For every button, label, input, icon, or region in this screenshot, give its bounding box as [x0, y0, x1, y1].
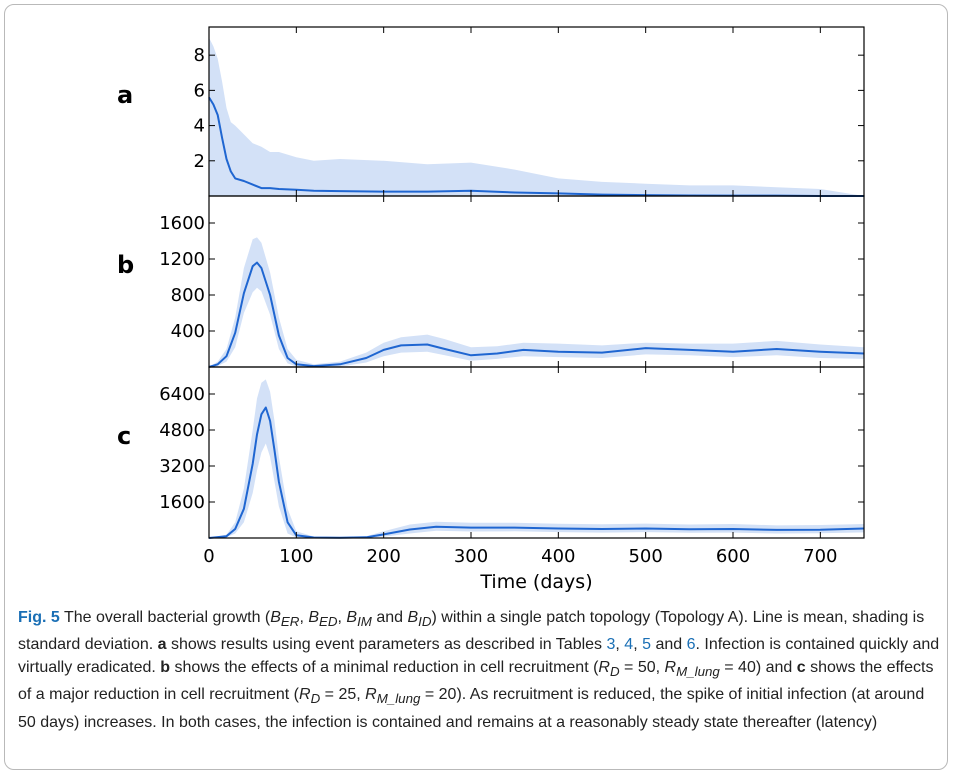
- figure-chart: 2 4 6 8 a 400 800 1200 1600 b 1600 3200 4800 6400 c 0 10…: [117, 26, 865, 593]
- ytick-label: 1600: [159, 213, 205, 234]
- xtick-label: 0: [203, 546, 214, 567]
- xtick-label: 500: [628, 546, 662, 567]
- ytick-label: 2: [194, 151, 205, 172]
- ytick-label: 1600: [159, 492, 205, 513]
- ytick-label: 400: [171, 321, 205, 342]
- mean-line-a: [208, 96, 864, 197]
- table-ref-4[interactable]: 4: [624, 636, 634, 654]
- mean-line-b: [208, 261, 865, 368]
- xtick-label: 300: [454, 546, 488, 567]
- ytick-label: 6: [194, 80, 205, 101]
- panel-label-b: b: [117, 251, 134, 279]
- xtick-label: 600: [716, 546, 750, 567]
- panel-label-c: c: [117, 422, 131, 450]
- xtick-label: 100: [279, 546, 313, 567]
- figure-number: Fig. 5: [18, 609, 60, 626]
- xtick-label: 400: [541, 546, 575, 567]
- ytick-label: 3200: [159, 456, 205, 477]
- x-axis-label: Time (days): [479, 571, 592, 593]
- figure-caption: Fig. 5 The overall bacterial growth (BER…: [18, 609, 940, 731]
- xtick-label: 700: [803, 546, 837, 567]
- ytick-label: 4: [194, 116, 205, 137]
- figure-frame: [4, 4, 948, 770]
- mean-line-c: [208, 406, 865, 539]
- ytick-label: 6400: [159, 384, 205, 405]
- panel-frame-c: [208, 366, 865, 539]
- panel-frame-b: [208, 195, 865, 368]
- table-ref-6[interactable]: 6: [686, 636, 696, 654]
- ytick-label: 800: [171, 285, 205, 306]
- xtick-label: 200: [366, 546, 400, 567]
- std-band-b: [209, 237, 864, 367]
- table-ref-3[interactable]: 3: [606, 636, 616, 654]
- ytick-label: 1200: [159, 249, 205, 270]
- std-band-a: [209, 37, 864, 196]
- ytick-label: 8: [194, 45, 205, 66]
- std-band-c: [209, 379, 864, 538]
- table-ref-5[interactable]: 5: [642, 636, 651, 654]
- panel-label-a: a: [117, 81, 133, 109]
- ytick-label: 4800: [159, 420, 205, 441]
